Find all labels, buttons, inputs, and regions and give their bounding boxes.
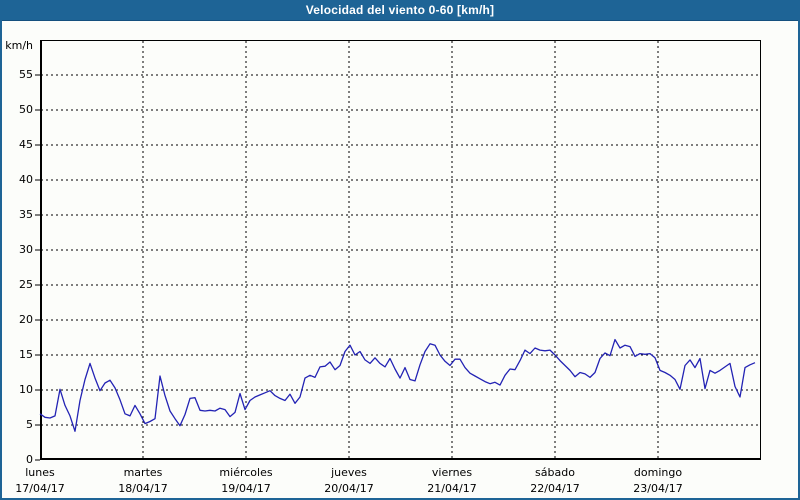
y-tick-label: 30 bbox=[19, 243, 33, 256]
y-tick-label: 45 bbox=[19, 138, 33, 151]
x-day-date-label: 21/04/17 bbox=[427, 482, 477, 495]
y-axis-unit-label: km/h bbox=[5, 39, 33, 52]
x-day-date-label: 19/04/17 bbox=[221, 482, 271, 495]
x-day-name-label: martes bbox=[123, 466, 163, 479]
y-tick-label: 0 bbox=[26, 453, 33, 466]
x-day-date-label: 23/04/17 bbox=[633, 482, 683, 495]
chart-title: Velocidad del viento 0-60 [km/h] bbox=[305, 3, 495, 17]
x-day-name-label: miércoles bbox=[219, 466, 273, 479]
plot-area bbox=[35, 40, 761, 461]
x-day-name-label: domingo bbox=[633, 466, 683, 479]
x-day-date-label: 22/04/17 bbox=[530, 482, 580, 495]
wind-speed-line bbox=[39, 338, 756, 432]
y-tick-label: 25 bbox=[19, 278, 33, 291]
x-day-name-label: sábado bbox=[535, 466, 575, 479]
x-day-name-label: jueves bbox=[331, 466, 367, 479]
y-tick-label: 40 bbox=[19, 173, 33, 186]
y-tick-label: 55 bbox=[19, 68, 33, 81]
x-day-name-label: viernes bbox=[431, 466, 473, 479]
y-tick-label: 20 bbox=[19, 313, 33, 326]
x-day-date-label: 20/04/17 bbox=[324, 482, 374, 495]
x-day-date-label: 17/04/17 bbox=[15, 482, 65, 495]
y-tick-label: 50 bbox=[19, 103, 33, 116]
y-tick-label: 35 bbox=[19, 208, 33, 221]
y-tick-label: 10 bbox=[19, 383, 33, 396]
y-tick-label: 5 bbox=[26, 418, 33, 431]
title-bar: Velocidad del viento 0-60 [km/h] bbox=[0, 0, 800, 21]
y-tick-label: 15 bbox=[19, 348, 33, 361]
x-day-name-label: lunes bbox=[25, 466, 55, 479]
x-day-date-label: 18/04/17 bbox=[118, 482, 168, 495]
